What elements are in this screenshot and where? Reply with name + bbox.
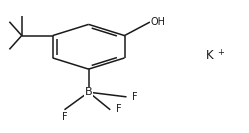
Text: F: F bbox=[116, 104, 122, 114]
Text: OH: OH bbox=[150, 17, 166, 27]
Text: +: + bbox=[217, 48, 224, 57]
Text: K: K bbox=[206, 49, 214, 63]
Text: F: F bbox=[62, 112, 68, 122]
Text: B: B bbox=[85, 87, 92, 97]
Text: F: F bbox=[132, 92, 137, 102]
